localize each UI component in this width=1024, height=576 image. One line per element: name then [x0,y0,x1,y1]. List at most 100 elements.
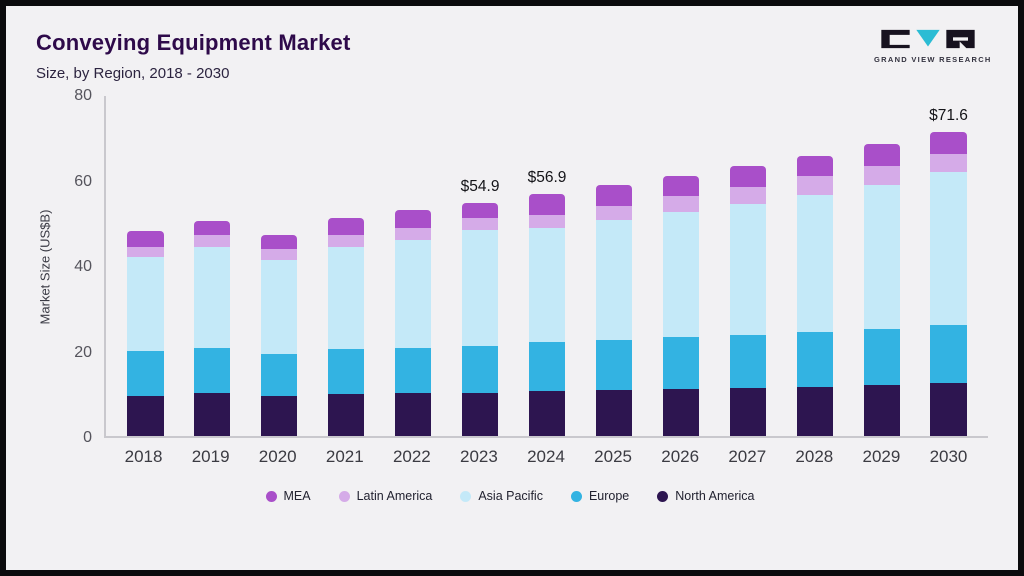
bar-segment-mea [328,218,365,236]
bar-segment-north-america [528,391,566,436]
bar-segment-europe [261,353,298,397]
stacked-bar-2024 [528,194,566,436]
bar-column-2019 [179,96,246,436]
bar-segment-europe [595,339,632,391]
y-axis-tick-label: 40 [74,258,92,275]
bar-column-2027 [714,96,781,436]
logo-text: GRAND VIEW RESEARCH [874,55,992,64]
bar-segment-europe [930,325,967,383]
bar-segment-latin-america [328,235,365,247]
x-axis-tick-label: 2026 [661,447,700,466]
bar-segment-latin-america [395,227,432,240]
bar-segment-europe [729,334,766,388]
legend-swatch-icon [657,490,669,502]
bar-segment-europe [462,345,499,393]
stacked-bar-2020 [261,234,298,436]
legend-swatch-icon [338,490,350,502]
bar-segment-latin-america [462,217,499,230]
bar-segment-latin-america [261,249,298,260]
bar-segment-europe [796,332,833,388]
y-axis-ticks: 0 20 40 60 80 [58,87,104,446]
bar-column-2021 [313,96,380,436]
legend-label: Asia Pacific [478,489,543,503]
bar-segment-latin-america [528,214,566,229]
bar-segment-europe [863,329,900,385]
bar-column-2020 [246,96,313,436]
legend: MEA Latin America Asia Pacific Europe North … [32,489,988,503]
bar-segment-mea [729,166,766,187]
bar-segment-north-america [796,387,833,436]
stacked-bar-2029 [863,144,900,436]
bar-segment-europe [395,347,432,394]
legend-item-mea: MEA [265,489,311,503]
bar-column-2022 [380,96,447,436]
bar-segment-mea [796,155,833,177]
y-axis-title-wrap: Market Size (US$B) [32,96,58,438]
bar-segment-mea [863,144,900,166]
bar-segment-mea [528,194,566,215]
bar-segment-north-america [462,392,499,436]
grand-view-research-logo: GRAND VIEW RESEARCH [874,26,992,64]
x-axis-tick-label: 2029 [862,447,901,466]
x-axis-tick-label: 2021 [325,447,364,466]
bar-column-2018 [112,96,179,436]
stacked-bar-2022 [395,209,432,436]
bar-segment-north-america [395,393,432,436]
bar-segment-mea [127,230,164,247]
bar-column-2023: $54.9 [447,96,514,436]
legend-item-north-america: North America [657,489,754,503]
stacked-bar-2028 [796,155,833,437]
stacked-bar-2019 [194,220,231,436]
bar-segment-latin-america [863,165,900,185]
bar-segment-asia-pacific [261,259,298,354]
chart-header: Conveying Equipment Market Size, by Regi… [6,6,1018,82]
bar-segment-asia-pacific [595,220,632,340]
bar-segment-europe [194,348,231,394]
bar-value-label-2023: $54.9 [460,177,500,195]
y-axis-tick-label: 0 [83,429,92,446]
bar-segment-north-america [328,394,365,436]
y-axis-tick-label: 20 [74,343,92,361]
x-axis-tick-label: 2027 [728,447,767,466]
legend-swatch-icon [460,490,472,502]
bar-segment-latin-america [662,196,699,212]
bar-column-2025 [580,96,647,436]
bar-segment-asia-pacific [395,239,432,348]
bar-segment-north-america [729,387,766,436]
plot-area: $54.9 $56.9 $71.6 [104,96,988,438]
legend-swatch-icon [265,490,277,502]
x-axis-tick-label: 2030 [929,447,968,466]
page-title: Conveying Equipment Market [36,30,351,55]
bar-segment-north-america [863,384,900,436]
x-axis-labels: 2018 2019 2020 2021 2022 2023 2024 2025 2026 2027… [104,447,988,467]
bar-column-2028 [781,96,848,436]
chart-grid: Market Size (US$B) 0 20 40 60 80 $54.9 $56.9 $… [32,87,988,467]
bar-column-2029 [848,96,915,436]
stacked-bar-2030 [930,131,967,436]
x-axis-tick-label: 2024 [527,447,565,466]
bar-segment-europe [528,342,566,392]
stacked-bar-chart: Market Size (US$B) 0 20 40 60 80 $54.9 $56.9 $… [32,87,988,503]
stacked-bar-2027 [729,166,766,436]
bar-segment-asia-pacific [930,172,967,326]
bar-segment-latin-america [796,176,833,195]
bar-segment-mea [261,234,298,249]
bar-segment-asia-pacific [328,246,365,349]
x-axis-tick-label: 2025 [594,447,632,466]
x-axis-tick-label: 2023 [460,447,498,466]
y-axis-title: Market Size (US$B) [37,209,53,325]
stacked-bar-2023 [462,202,499,436]
x-axis-tick-label: 2022 [392,447,431,466]
x-axis-tick-label: 2028 [795,447,834,466]
bar-column-2026 [647,96,714,436]
legend-swatch-icon [570,490,582,502]
y-axis-tick-label: 60 [74,172,92,190]
legend-item-europe: Europe [570,489,630,503]
legend-label: Europe [588,489,630,503]
bar-segment-asia-pacific [863,184,900,330]
bar-segment-mea [930,131,967,154]
bar-segment-asia-pacific [127,257,164,351]
bar-segment-asia-pacific [528,228,566,343]
bar-segment-asia-pacific [796,194,833,333]
bar-segment-mea [595,185,632,206]
